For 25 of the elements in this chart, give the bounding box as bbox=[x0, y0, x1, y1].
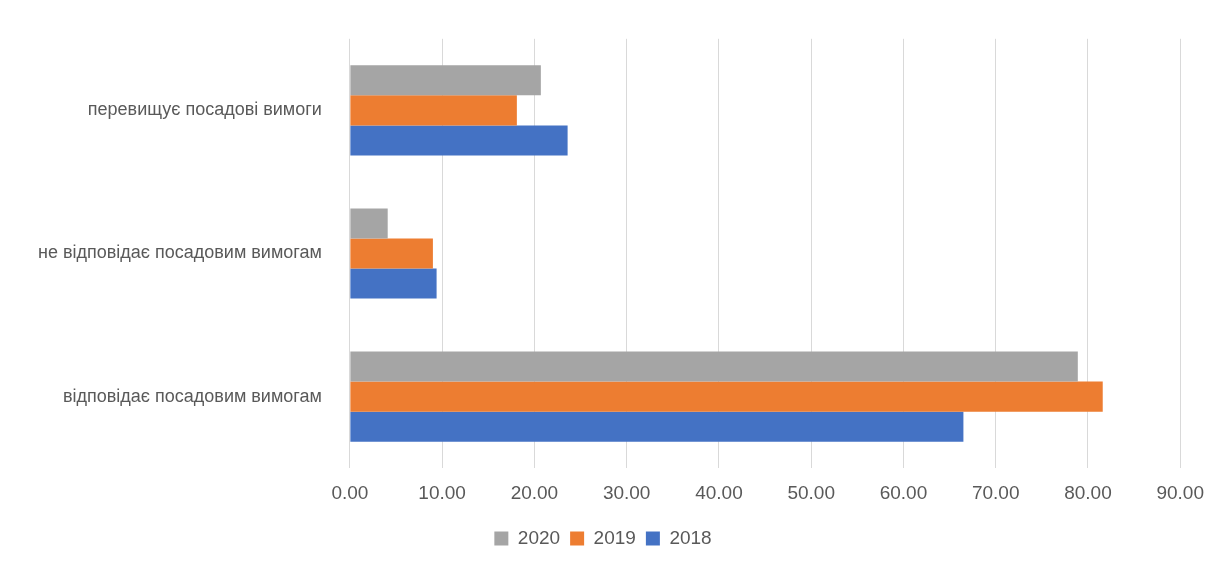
x-tick-label: 70.00 bbox=[971, 481, 1020, 503]
x-tick-label: 10.00 bbox=[418, 481, 466, 503]
x-tick-label: 40.00 bbox=[695, 481, 743, 503]
legend-label: 2020 bbox=[517, 526, 561, 548]
y-tick-label: не відповідає посадовим вимогам bbox=[37, 242, 322, 263]
x-tick-label: 80.00 bbox=[1064, 481, 1112, 503]
bar bbox=[350, 95, 517, 126]
x-tick-label: 50.00 bbox=[787, 481, 835, 503]
bar bbox=[350, 268, 437, 299]
legend-label: 2019 bbox=[593, 526, 636, 548]
x-tick-label: 30.00 bbox=[602, 481, 651, 503]
y-tick-label: перевищує посадові вимоги bbox=[87, 99, 322, 120]
bar bbox=[350, 208, 388, 239]
x-tick-label: 90.00 bbox=[1156, 481, 1204, 503]
bar bbox=[350, 411, 964, 442]
legend-label: 2018 bbox=[669, 526, 712, 548]
x-tick-label: 20.00 bbox=[510, 481, 559, 503]
bar bbox=[350, 65, 541, 96]
y-tick-label: відповідає посадовим вимогам bbox=[62, 385, 322, 406]
x-tick-label: 0.00 bbox=[331, 481, 369, 503]
x-tick-label: 60.00 bbox=[879, 481, 928, 503]
bar bbox=[350, 125, 568, 156]
bar bbox=[350, 238, 433, 269]
bar bbox=[350, 381, 1103, 412]
bar bbox=[350, 351, 1078, 382]
